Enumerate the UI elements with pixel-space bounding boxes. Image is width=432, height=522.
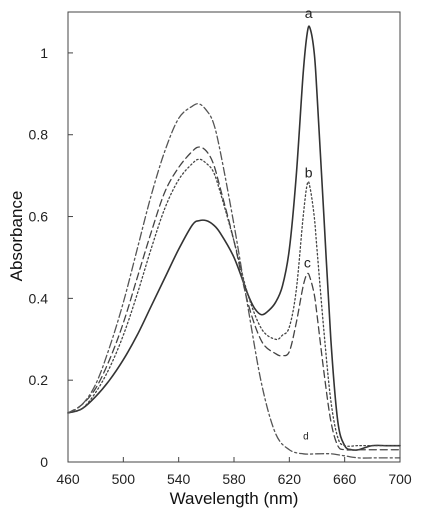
y-axis-title: Absorbance bbox=[7, 191, 26, 282]
series-line-d bbox=[67, 103, 401, 459]
curve-label-b: b bbox=[305, 165, 313, 181]
y-tick-label: 1 bbox=[40, 45, 48, 61]
x-tick-label: 580 bbox=[222, 471, 246, 487]
y-tick-label: 0.4 bbox=[29, 290, 49, 306]
curve-label-a: a bbox=[305, 5, 313, 21]
curve-label-d: d bbox=[303, 432, 309, 443]
x-axis-ticks: 460 500 540 580 620 660 700 bbox=[56, 457, 412, 487]
series-line-b bbox=[67, 158, 401, 447]
x-tick-label: 660 bbox=[333, 471, 357, 487]
x-axis-title: Wavelength (nm) bbox=[170, 489, 299, 508]
x-tick-label: 500 bbox=[112, 471, 136, 487]
x-tick-label: 540 bbox=[167, 471, 191, 487]
curve-labels: a b c d bbox=[303, 5, 313, 442]
plot-frame bbox=[67, 11, 401, 463]
series-line-a bbox=[67, 25, 401, 452]
series-layer bbox=[67, 25, 401, 459]
series-line-c bbox=[67, 146, 401, 451]
curve-label-c: c bbox=[304, 255, 311, 271]
plot-area bbox=[67, 11, 401, 463]
x-tick-label: 460 bbox=[56, 471, 80, 487]
y-tick-label: 0.8 bbox=[29, 127, 49, 143]
y-tick-label: 0.2 bbox=[29, 372, 49, 388]
y-axis-ticks: 0 0.2 0.4 0.6 0.8 1 bbox=[29, 45, 73, 470]
x-tick-label: 700 bbox=[388, 471, 412, 487]
y-tick-label: 0 bbox=[40, 454, 48, 470]
x-tick-label: 620 bbox=[278, 471, 302, 487]
y-tick-label: 0.6 bbox=[29, 209, 49, 225]
